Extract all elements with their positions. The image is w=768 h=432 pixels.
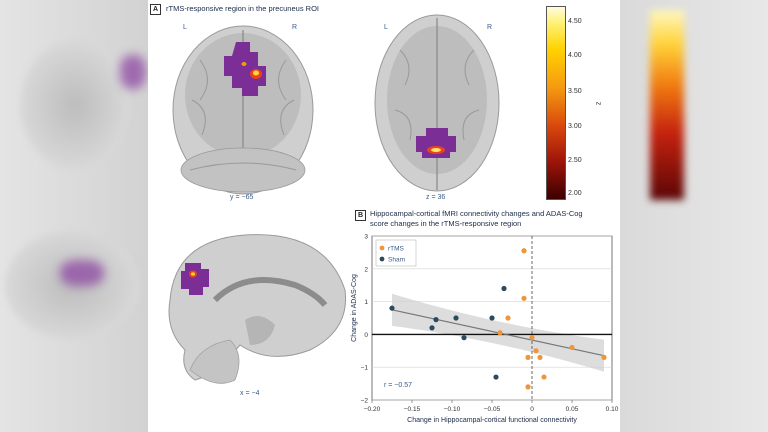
- axial-coordinate-label: z = 36: [426, 194, 446, 201]
- panel-b-title-line1: Hippocampal-cortical fMRI connectivity c…: [370, 209, 583, 218]
- data-point-rtms: [569, 344, 575, 351]
- legend-marker-rtms: [379, 245, 385, 251]
- x-tick-label: −0.10: [444, 406, 461, 413]
- sagittal-brain-slice: [168, 234, 347, 384]
- panel-a-tag: A: [150, 4, 161, 15]
- data-point-rtms: [505, 315, 511, 321]
- coronal-coordinate-label: y = −65: [230, 194, 254, 201]
- blurred-background-left: [0, 0, 148, 432]
- y-tick-label: 1: [364, 299, 368, 306]
- x-tick-label: −0.05: [484, 406, 501, 413]
- coronal-right-label: R: [292, 24, 298, 31]
- data-point-sham: [389, 305, 395, 311]
- y-axis-label: Change in ADAS-Cog: [351, 274, 358, 342]
- x-tick-label: −0.15: [404, 406, 421, 413]
- data-point-rtms: [525, 384, 531, 390]
- data-point-rtms: [529, 335, 535, 341]
- data-point-sham: [493, 374, 499, 380]
- data-point-rtms: [537, 354, 543, 360]
- axial-brain-slice: [374, 14, 500, 192]
- correlation-annotation: r = −0.57: [384, 382, 412, 389]
- x-tick-label: −0.20: [364, 406, 381, 413]
- data-point-rtms: [541, 374, 547, 380]
- data-point-rtms: [497, 330, 503, 336]
- data-point-sham: [461, 335, 467, 341]
- y-tick-label: 3: [364, 234, 368, 241]
- data-point-rtms: [533, 348, 539, 354]
- x-tick-label: 0.10: [606, 406, 619, 413]
- data-point-sham: [453, 315, 459, 321]
- ghost-colorbar: [650, 10, 684, 200]
- panel-b-title-line2: score changes in the rTMS-responsive reg…: [370, 219, 522, 228]
- z-colorbar: [546, 6, 566, 200]
- data-point-sham: [489, 315, 495, 321]
- colorbar-tick: 3.50: [568, 88, 582, 95]
- y-tick-label: −1: [361, 365, 369, 372]
- panel-a-title: rTMS-responsive region in the precuneus …: [166, 4, 319, 13]
- colorbar-tick: 3.00: [568, 123, 582, 130]
- data-point-rtms: [525, 354, 531, 360]
- colorbar-tick: 2.50: [568, 157, 582, 164]
- coronal-left-label: L: [183, 24, 187, 31]
- ghost-roi-top: [120, 55, 146, 89]
- data-point-rtms: [601, 354, 607, 360]
- axial-left-label: L: [384, 24, 388, 31]
- data-point-rtms: [521, 248, 527, 254]
- ghost-brain-top: [20, 40, 130, 170]
- data-point-rtms: [521, 295, 527, 301]
- data-point-sham: [433, 317, 439, 323]
- ghost-roi-bottom: [60, 260, 104, 286]
- y-tick-label: 2: [364, 266, 368, 273]
- data-point-sham: [429, 325, 435, 331]
- legend-box: [375, 239, 417, 267]
- colorbar-tick: 4.00: [568, 52, 582, 59]
- x-axis-label: Change in Hippocampal-cortical functiona…: [407, 417, 577, 424]
- data-point-sham: [501, 285, 507, 292]
- blurred-background-right: [620, 0, 768, 432]
- x-tick-label: 0.05: [566, 406, 579, 413]
- colorbar-tick: 4.50: [568, 18, 582, 25]
- panel-b-tag: B: [355, 210, 366, 221]
- y-tick-label: 0: [364, 332, 368, 339]
- legend-marker-sham: [379, 256, 385, 262]
- coronal-brain-slice: [172, 25, 314, 195]
- legend-label-sham: Sham: [388, 257, 405, 264]
- legend-label-rtms: rTMS: [388, 246, 405, 253]
- y-tick-label: −2: [361, 398, 369, 405]
- axial-right-label: R: [487, 24, 493, 31]
- sagittal-coordinate-label: x = −4: [240, 390, 260, 397]
- x-tick-label: 0: [530, 406, 534, 413]
- colorbar-tick: 2.00: [568, 190, 582, 197]
